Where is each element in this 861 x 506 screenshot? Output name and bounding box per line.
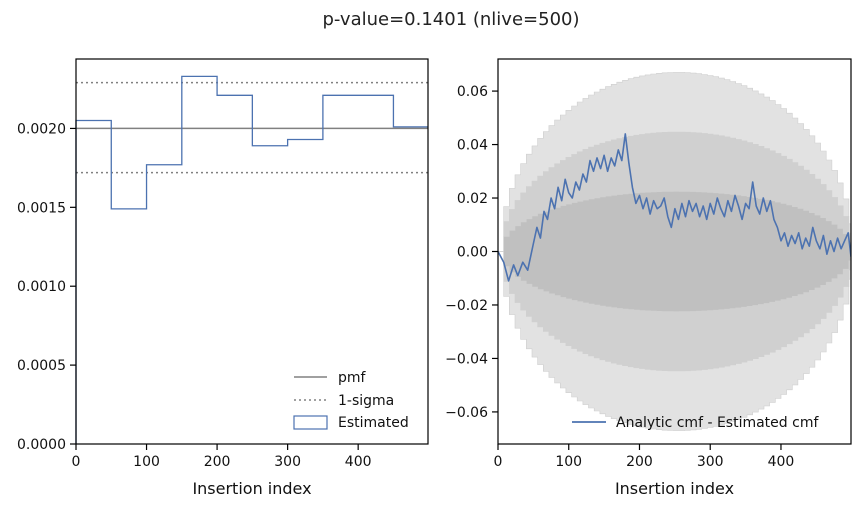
estimated-step-histogram [75, 75, 428, 444]
y-tick-label: 0.0010 [17, 279, 66, 295]
x-tick-label: 100 [555, 454, 582, 470]
right-x-axis-label: Insertion index [615, 479, 734, 498]
y-tick-label: 0.0015 [17, 200, 66, 216]
y-tick-label: 0.0000 [17, 437, 66, 453]
x-tick-label: 200 [626, 454, 653, 470]
y-tick-label: 0.0005 [17, 358, 66, 374]
left-axes-frame [75, 58, 429, 445]
x-tick-label: 200 [204, 454, 231, 470]
right-x-ticks: 0 100 200 300 400 [494, 444, 795, 470]
x-tick-label: 0 [494, 454, 503, 470]
left-legend: pmf 1-sigma Estimated [293, 370, 409, 431]
x-tick-label: 400 [345, 454, 372, 470]
legend-pmf-label: pmf [338, 370, 367, 386]
left-x-axis-label: Insertion index [192, 479, 311, 498]
cmf-difference-line [498, 133, 851, 282]
y-tick-label: 0.04 [457, 138, 488, 154]
sigma-band-1 [498, 191, 851, 313]
sigma-bands [498, 72, 851, 431]
y-tick-label: 0.02 [457, 191, 488, 207]
legend-1-sigma-label: 1-sigma [338, 393, 394, 409]
left-subplot: 0 100 200 300 400 0.00000.00050.00100.00150.… [17, 58, 429, 498]
x-tick-label: 0 [72, 454, 81, 470]
x-tick-label: 300 [274, 454, 301, 470]
right-axes-frame [497, 58, 852, 445]
x-tick-label: 300 [697, 454, 724, 470]
legend-cmf-diff-label: Analytic cmf - Estimated cmf [616, 415, 819, 431]
x-tick-label: 100 [133, 454, 160, 470]
left-y-ticks: 0.0000 0.0005 0.0010 0.0015 0.0020 [17, 121, 76, 453]
right-plot-area [498, 72, 851, 431]
legend-estimated-label: Estimated [338, 415, 409, 431]
y-tick-label: −0.02 [445, 298, 488, 314]
x-tick-label: 400 [768, 454, 795, 470]
left-plot-area [75, 75, 428, 444]
left-x-ticks: 0 100 200 300 400 [72, 444, 372, 470]
y-tick-label: −0.06 [445, 405, 488, 421]
y-tick-label: −0.04 [445, 351, 488, 367]
figure-title: p-value=0.1401 (nlive=500) [322, 9, 579, 30]
right-legend: Analytic cmf - Estimated cmf [572, 415, 819, 431]
y-tick-label: 0.00 [457, 245, 488, 261]
y-tick-label: 0.06 [457, 84, 488, 100]
y-tick-label: 0.0020 [17, 121, 66, 137]
legend-estimated-swatch [293, 415, 328, 430]
right-subplot: 0 100 200 300 400 −0.06 −0.04 −0.02 0.00 0.02 0.0… [445, 58, 852, 498]
right-y-ticks: −0.06 −0.04 −0.02 0.00 0.02 0.04 0.06 [445, 84, 498, 421]
